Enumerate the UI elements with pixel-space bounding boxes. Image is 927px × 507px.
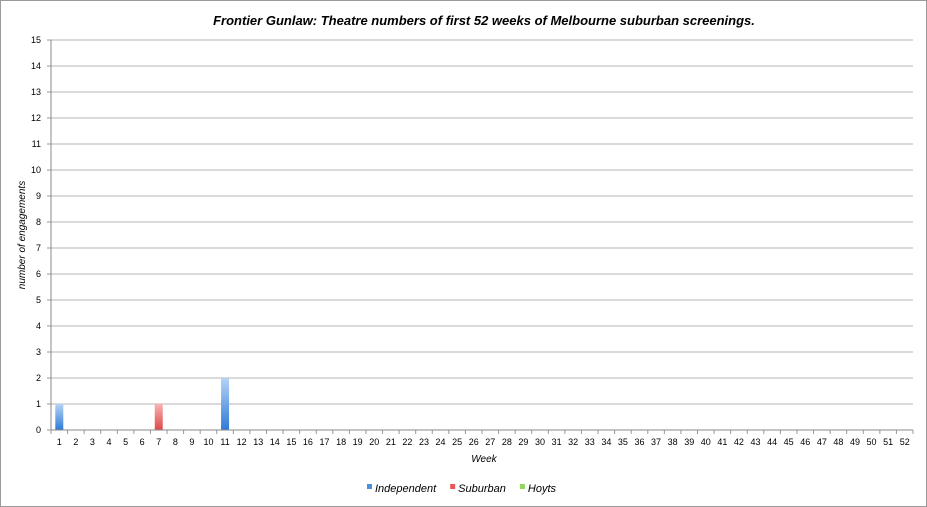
x-tick-label: 8 [173,437,178,447]
x-tick-label: 29 [518,437,528,447]
y-tick-label: 5 [36,295,41,305]
x-tick-label: 41 [717,437,727,447]
x-axis-ticks: 1 2 3 4 5 6 7 8 9 10 11 12 13 14 15 16 17 18 19 20 21 22 23 24 2… [50,430,914,447]
y-tick-label: 10 [31,165,41,175]
x-tick-label: 49 [850,437,860,447]
legend-swatch-hoyts [519,484,525,489]
x-tick-label: 37 [651,437,661,447]
x-tick-label: 35 [618,437,628,447]
x-tick-label: 7 [156,437,161,447]
x-tick-label: 27 [485,437,495,447]
x-tick-label: 9 [189,437,194,447]
bar-independent-week-11 [221,378,230,430]
y-tick-label: 6 [36,269,41,279]
x-tick-label: 45 [784,437,794,447]
x-tick-label: 12 [237,437,247,447]
x-tick-label: 18 [336,437,346,447]
x-tick-label: 3 [90,437,95,447]
x-tick-label: 11 [220,437,229,447]
y-tick-label: 0 [36,425,41,435]
legend-label-independent: Independent [375,483,437,495]
x-tick-label: 34 [601,437,611,447]
x-tick-label: 32 [568,437,578,447]
x-tick-label: 38 [668,437,678,447]
x-tick-label: 19 [353,437,363,447]
x-tick-label: 5 [123,437,128,447]
x-tick-label: 2 [73,437,78,447]
y-tick-label: 3 [36,347,41,357]
x-tick-label: 4 [107,437,112,447]
y-tick-label: 7 [36,243,41,253]
x-tick-label: 20 [369,437,379,447]
x-tick-label: 6 [140,437,145,447]
x-tick-label: 30 [535,437,545,447]
legend: Independent Suburban Hoyts [367,483,557,495]
x-tick-label: 47 [817,437,827,447]
x-tick-label: 13 [253,437,263,447]
legend-label-hoyts: Hoyts [528,483,557,495]
y-tick-label: 1 [36,399,41,409]
y-tick-label: 9 [36,191,41,201]
y-tick-label: 11 [32,139,41,149]
x-axis-label: Week [471,454,497,465]
x-tick-label: 51 [883,437,893,447]
x-tick-label: 28 [502,437,512,447]
x-tick-label: 40 [701,437,711,447]
x-tick-label: 48 [833,437,843,447]
x-tick-label: 23 [419,437,429,447]
x-tick-label: 25 [452,437,462,447]
y-tick-label: 4 [36,321,41,331]
bar-suburban-week-7 [154,404,163,430]
x-tick-label: 22 [402,437,412,447]
bars [55,378,230,430]
y-tick-label: 14 [31,61,41,71]
y-tick-label: 2 [36,373,41,383]
y-tick-label: 12 [31,113,41,123]
chart-title: Frontier Gunlaw: Theatre numbers of firs… [213,13,755,28]
x-tick-label: 42 [734,437,744,447]
x-tick-label: 43 [751,437,761,447]
x-tick-label: 46 [800,437,810,447]
x-tick-label: 17 [320,437,330,447]
y-tick-label: 8 [36,217,41,227]
legend-label-suburban: Suburban [458,483,506,495]
x-tick-label: 16 [303,437,313,447]
x-tick-label: 1 [57,437,62,447]
x-tick-label: 10 [203,437,213,447]
bar-independent-week-1 [55,404,64,430]
x-tick-label: 24 [436,437,446,447]
x-tick-label: 33 [585,437,595,447]
x-tick-label: 44 [767,437,777,447]
x-tick-label: 39 [684,437,694,447]
x-tick-label: 26 [469,437,479,447]
y-tick-label: 15 [31,35,41,45]
y-tick-label: 13 [31,87,41,97]
y-axis-label: number of engagements [17,181,28,289]
x-tick-label: 36 [634,437,644,447]
x-tick-label: 15 [286,437,296,447]
x-tick-label: 21 [386,437,396,447]
x-tick-label: 50 [867,437,877,447]
x-tick-label: 52 [900,437,910,447]
x-tick-label: 31 [552,437,562,447]
x-tick-label: 14 [270,437,280,447]
legend-swatch-independent [367,484,372,489]
gridlines [51,39,913,405]
legend-swatch-suburban [450,484,456,489]
